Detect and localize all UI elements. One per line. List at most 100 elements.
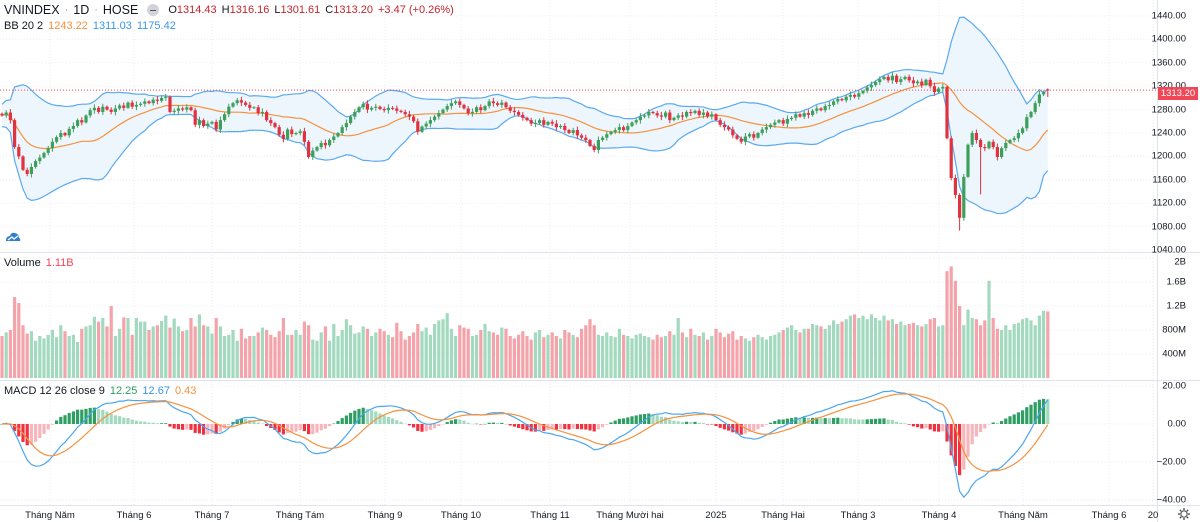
bb-legend[interactable]: BB 20 2 1243.22 1311.03 1175.42 [4,20,176,32]
macd-histogram-bar [861,419,865,424]
candle-body [680,115,684,117]
candle-body [869,85,873,88]
volume-bar [588,319,592,378]
candle [223,112,227,122]
macd-histogram-bar [575,424,579,429]
volume-bar [760,337,764,378]
macd-histogram-bar [664,417,668,424]
candle-body [659,115,663,117]
candle-body [911,80,915,84]
macd-histogram-bar [315,424,319,433]
candle [622,125,626,132]
volume-bar [370,336,374,378]
macd-histogram-bar [949,424,953,456]
candle-body [311,150,315,157]
candle [139,101,143,107]
volume-bar [567,332,571,378]
candle [932,82,936,96]
volume-bar [454,336,458,378]
candle [685,110,689,119]
candle-body [995,147,999,157]
candle [966,143,970,179]
close-label: C [325,4,334,16]
candle-body [491,101,495,104]
interval[interactable]: 1D [73,3,90,17]
candle-body [1012,138,1016,141]
time-axis-label: Tháng Năm [25,510,75,521]
macd-histogram-bar [752,424,756,432]
settings-gear-icon[interactable] [1177,507,1191,521]
volume-bar [512,338,516,378]
volume-bar [399,331,403,378]
candle [722,121,726,131]
candle [8,109,12,124]
macd-histogram-bar [760,424,764,427]
volume-bar [407,336,411,378]
candle-body [861,90,865,94]
volume-bar [554,336,558,378]
candle-body [403,111,407,115]
volume-bar [239,328,243,378]
volume-bar [59,325,63,378]
macd-histogram-bar [731,424,735,433]
low-value: 1301.61 [280,4,321,16]
candle [538,118,542,125]
collapse-icon[interactable] [147,4,160,16]
candle-body [454,101,458,104]
candle [302,127,306,146]
candle-body [109,109,113,112]
candle [777,118,781,124]
macd-histogram-bar [924,424,928,429]
candle [88,107,92,118]
volume-bar [739,336,743,378]
volume-bar [529,339,533,378]
symbol-name[interactable]: VNINDEX [4,3,60,17]
macd-histogram-bar [1012,414,1016,424]
volume-bar [1016,322,1020,378]
macd-legend[interactable]: MACD 12 26 close 9 12.25 12.67 0.43 [4,385,196,397]
volume-bar [571,334,575,378]
candle [731,126,735,139]
macd-tick-label: 0.00 [1167,418,1187,430]
candle [76,118,80,128]
candle [794,111,798,121]
volume-tick-label: 1.6B [1166,276,1186,288]
macd-histogram-bar [197,424,201,434]
candle-body [819,108,823,111]
price-tick-label: 1240.00 [1151,127,1186,139]
candle-body [336,133,340,137]
macd-histogram-bar [55,420,59,424]
volume-bar [206,326,210,378]
volume-legend[interactable]: Volume 1.11B [4,257,74,269]
volume-bar [42,338,46,378]
volume-bar [1046,311,1050,378]
candle-body [979,140,983,148]
candle-body [181,108,185,110]
macd-histogram-bar [584,424,588,430]
candle-body [496,103,500,105]
tradingview-logo-icon[interactable] [4,229,22,245]
candle-body [966,144,970,177]
candle [651,110,655,115]
macd-histogram-bar [496,422,500,424]
candle-body [164,96,168,98]
candle [63,131,67,137]
macd-histogram-bar [655,415,659,424]
macd-histogram-bar [76,409,80,424]
volume-bar [21,325,25,378]
macd-histogram-bar [307,424,311,435]
volume-bar [382,331,386,378]
candle-body [811,110,815,115]
volume-bar [122,317,126,378]
candle-body [508,107,512,111]
candle [80,117,84,126]
candle-body [638,116,642,121]
volume-bar [811,324,815,378]
candle-body [601,137,605,141]
volume-bar [848,315,852,378]
macd-histogram-bar [592,424,596,432]
volume-bar [155,325,159,378]
candle [659,111,663,121]
macd-histogram-bar [491,422,495,424]
